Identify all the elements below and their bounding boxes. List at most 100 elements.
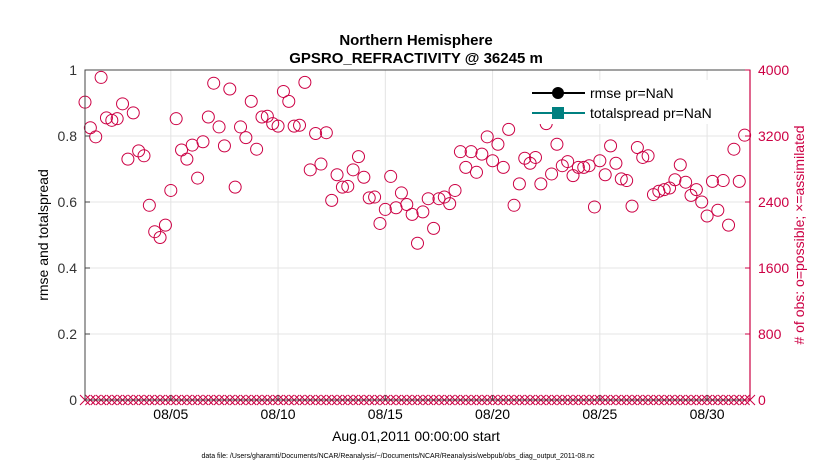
possible-point <box>239 131 253 145</box>
y-tick-label-right: 1600 <box>758 260 789 276</box>
possible-point <box>427 221 441 235</box>
possible-point <box>325 193 339 207</box>
y-tick-label-right: 0 <box>758 392 766 408</box>
y-axis-label-right: # of obs: o=possible; ×=assimilated <box>791 125 807 344</box>
possible-point <box>196 135 210 149</box>
possible-point <box>384 169 398 183</box>
possible-point <box>689 183 703 197</box>
y-tick-label-right: 4000 <box>758 62 789 78</box>
legend-rmse-label: rmse pr=NaN <box>590 85 674 101</box>
x-tick-label: 08/15 <box>368 406 403 422</box>
possible-point <box>604 139 618 153</box>
possible-point <box>486 154 500 168</box>
possible-point <box>464 145 478 159</box>
possible-point <box>126 106 140 120</box>
possible-point <box>394 186 408 200</box>
possible-point <box>255 110 269 124</box>
chart-title: Northern Hemisphere <box>339 32 492 49</box>
possible-point <box>116 97 130 111</box>
possible-point <box>593 154 607 168</box>
possible-point <box>469 165 483 179</box>
y-tick-label-left: 0.2 <box>58 326 78 342</box>
possible-point <box>732 174 746 188</box>
possible-point <box>679 175 693 189</box>
x-tick-label: 08/25 <box>582 406 617 422</box>
y-tick-label-left: 0.8 <box>58 128 78 144</box>
legend-rmse-marker <box>552 87 564 99</box>
possible-point <box>625 199 639 213</box>
possible-point <box>416 205 430 219</box>
possible-point <box>287 119 301 133</box>
possible-point <box>668 173 682 187</box>
possible-point <box>357 170 371 184</box>
chart-subtitle: GPSRO_REFRACTIVITY @ 36245 m <box>289 50 543 67</box>
possible-point <box>695 195 709 209</box>
y-tick-label-left: 0.6 <box>58 194 78 210</box>
possible-point <box>711 203 725 217</box>
y-tick-label-left: 1 <box>69 62 77 78</box>
y-tick-label-right: 3200 <box>758 128 789 144</box>
y-tick-label-left: 0.4 <box>58 260 78 276</box>
possible-point <box>448 183 462 197</box>
possible-point <box>201 110 215 124</box>
possible-point <box>421 192 435 206</box>
x-tick-label: 08/05 <box>153 406 188 422</box>
y-tick-label-right: 800 <box>758 326 782 342</box>
possible-point <box>207 76 221 90</box>
possible-point <box>244 94 258 108</box>
possible-point <box>443 197 457 211</box>
possible-point <box>475 147 489 161</box>
possible-point <box>518 151 532 165</box>
possible-point <box>105 113 119 127</box>
possible-point <box>528 150 542 164</box>
possible-point <box>293 118 307 132</box>
possible-point <box>480 130 494 144</box>
legend-totalspread-label: totalspread pr=NaN <box>590 105 712 121</box>
possible-point <box>153 230 167 244</box>
possible-point <box>722 218 736 232</box>
y-tick-label-left: 0 <box>69 392 77 408</box>
possible-point <box>373 216 387 230</box>
data-file-footnote: data file: /Users/gharamti/Documents/NCA… <box>201 453 595 460</box>
possible-point <box>169 112 183 126</box>
possible-point <box>164 183 178 197</box>
possible-point <box>212 120 226 134</box>
possible-point <box>614 172 628 186</box>
possible-point <box>335 180 349 194</box>
possible-point <box>561 155 575 169</box>
possible-point <box>550 137 564 151</box>
possible-point <box>673 158 687 172</box>
y-axis-label-left: rmse and totalspread <box>35 169 51 301</box>
possible-point <box>282 94 296 108</box>
possible-point <box>700 209 714 223</box>
possible-point <box>545 167 559 181</box>
possible-point <box>223 82 237 96</box>
possible-point <box>276 84 290 98</box>
possible-point <box>362 191 376 205</box>
possible-point <box>158 218 172 232</box>
possible-point <box>507 198 521 212</box>
possible-point <box>137 149 151 163</box>
possible-point <box>121 152 135 166</box>
possible-point <box>314 157 328 171</box>
possible-point <box>352 150 366 164</box>
possible-point <box>303 163 317 177</box>
possible-point <box>191 171 205 185</box>
possible-point <box>250 142 264 156</box>
x-tick-label: 08/30 <box>690 406 725 422</box>
y-tick-label-right: 2400 <box>758 194 789 210</box>
grid <box>85 70 750 400</box>
possible-point <box>110 112 124 126</box>
possible-point <box>368 190 382 204</box>
possible-point <box>298 75 312 89</box>
possible-point <box>636 150 650 164</box>
possible-point <box>405 207 419 221</box>
possible-point <box>459 160 473 174</box>
possible-point <box>437 190 451 204</box>
x-tick-label: 08/10 <box>261 406 296 422</box>
possible-point <box>309 127 323 141</box>
possible-point <box>705 174 719 188</box>
possible-point <box>738 128 752 142</box>
possible-point <box>534 177 548 191</box>
possible-point <box>630 141 644 155</box>
